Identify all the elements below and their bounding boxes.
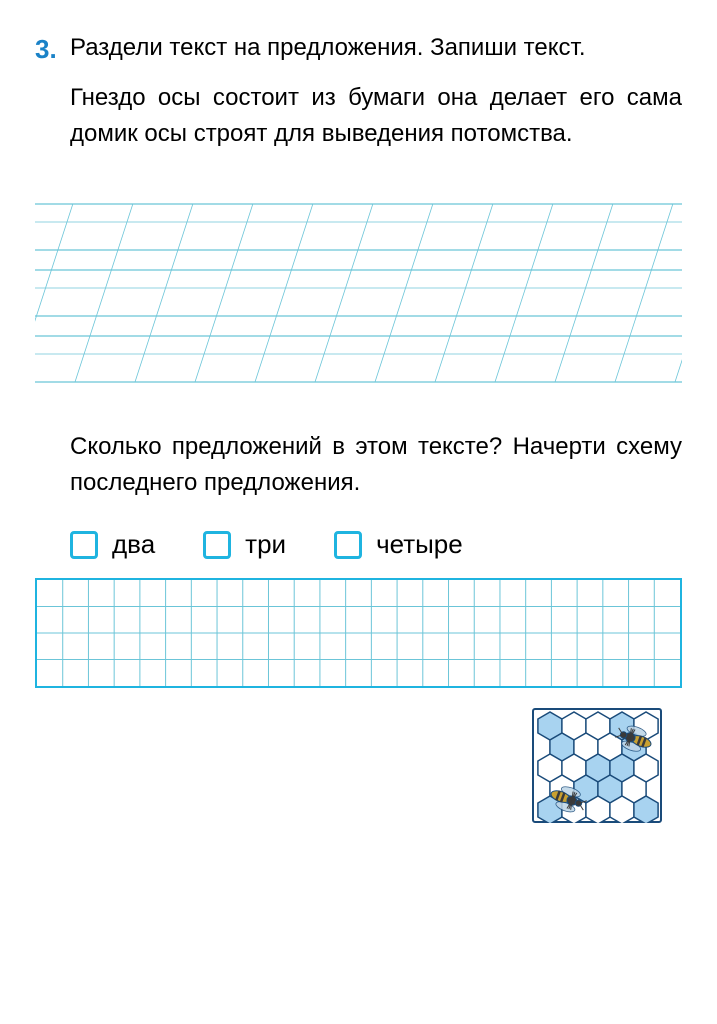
honeycomb-illustration [532, 708, 662, 823]
label-opt1: два [112, 525, 155, 564]
options-row: два три четыре [70, 525, 682, 564]
checkbox-opt2[interactable] [203, 531, 231, 559]
writing-lines-area[interactable] [35, 184, 682, 404]
checkbox-opt1[interactable] [70, 531, 98, 559]
label-opt2: три [245, 525, 286, 564]
label-opt3: четыре [376, 525, 463, 564]
task-body: Гнездо осы состоит из бу­маги она делает… [70, 80, 682, 152]
task-instruction: Раздели текст на предложения. Запиши тек… [70, 30, 682, 66]
task-number: 3. [35, 30, 70, 69]
square-grid-area[interactable] [35, 578, 682, 688]
task-question: Сколько предложений в этом тек­сте? Наче… [70, 429, 682, 501]
checkbox-opt3[interactable] [334, 531, 362, 559]
